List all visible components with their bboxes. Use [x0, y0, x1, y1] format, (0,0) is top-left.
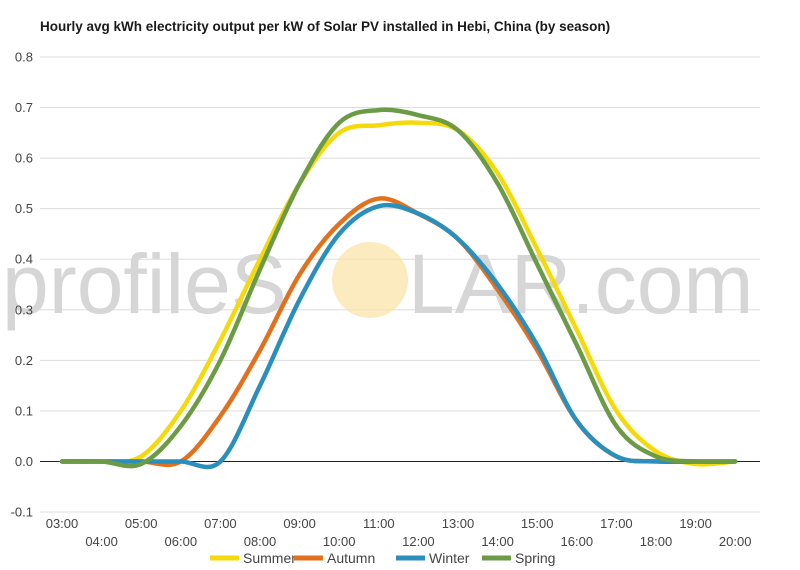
y-tick-label: 0.4: [15, 252, 33, 267]
series-line-spring: [59, 107, 738, 469]
x-tick-label: 09:00: [283, 516, 316, 531]
series-lines: [59, 107, 738, 470]
series-line-summer: [59, 120, 738, 467]
x-tick-label: 16:00: [561, 534, 594, 549]
x-tick-label: 11:00: [363, 516, 395, 531]
series-line-winter: [59, 202, 738, 470]
y-axis-ticks: -0.1 0.0 0.1 0.2 0.3 0.4 0.5 0.6 0.7 0.8: [11, 50, 33, 520]
x-tick-label: 18:00: [640, 534, 673, 549]
chart-title: Hourly avg kWh electricity output per kW…: [40, 19, 611, 34]
legend-label-winter: Winter: [429, 550, 470, 566]
y-tick-label: 0.0: [15, 454, 33, 469]
x-tick-label: 12:00: [402, 534, 435, 549]
x-tick-label: 15:00: [521, 516, 554, 531]
x-tick-label: 19:00: [679, 516, 712, 531]
gridlines: [40, 56, 760, 513]
x-tick-label: 13:00: [442, 516, 475, 531]
watermark-left: profileS: [2, 237, 287, 331]
y-tick-label: 0.6: [15, 151, 33, 166]
x-tick-label: 06:00: [165, 534, 198, 549]
legend-label-autumn: Autumn: [327, 550, 375, 566]
x-tick-label: 04:00: [85, 534, 118, 549]
x-tick-label: 17:00: [600, 516, 633, 531]
legend: Summer Autumn Winter Spring: [210, 550, 555, 566]
x-tick-label: 07:00: [204, 516, 237, 531]
x-axis-ticks: 03:00 04:00 05:00 06:00 07:00 08:00 09:00 10:00…: [46, 516, 752, 549]
y-tick-label: 0.1: [15, 403, 33, 418]
x-tick-label: 03:00: [46, 516, 79, 531]
legend-label-spring: Spring: [515, 550, 555, 566]
x-tick-label: 05:00: [125, 516, 158, 531]
x-tick-label: 14:00: [481, 534, 514, 549]
x-tick-label: 10:00: [323, 534, 356, 549]
y-tick-label: -0.1: [11, 505, 33, 520]
watermark-right: LAR.com: [408, 237, 753, 331]
y-tick-label: 0.2: [15, 353, 33, 368]
legend-label-summer: Summer: [243, 550, 296, 566]
x-tick-label: 20:00: [719, 534, 752, 549]
y-tick-label: 0.3: [15, 302, 33, 317]
y-tick-label: 0.5: [15, 201, 33, 216]
watermark-sun-icon: [332, 242, 408, 318]
y-tick-label: 0.7: [15, 100, 33, 115]
y-tick-label: 0.8: [15, 50, 33, 65]
x-tick-label: 08:00: [244, 534, 277, 549]
